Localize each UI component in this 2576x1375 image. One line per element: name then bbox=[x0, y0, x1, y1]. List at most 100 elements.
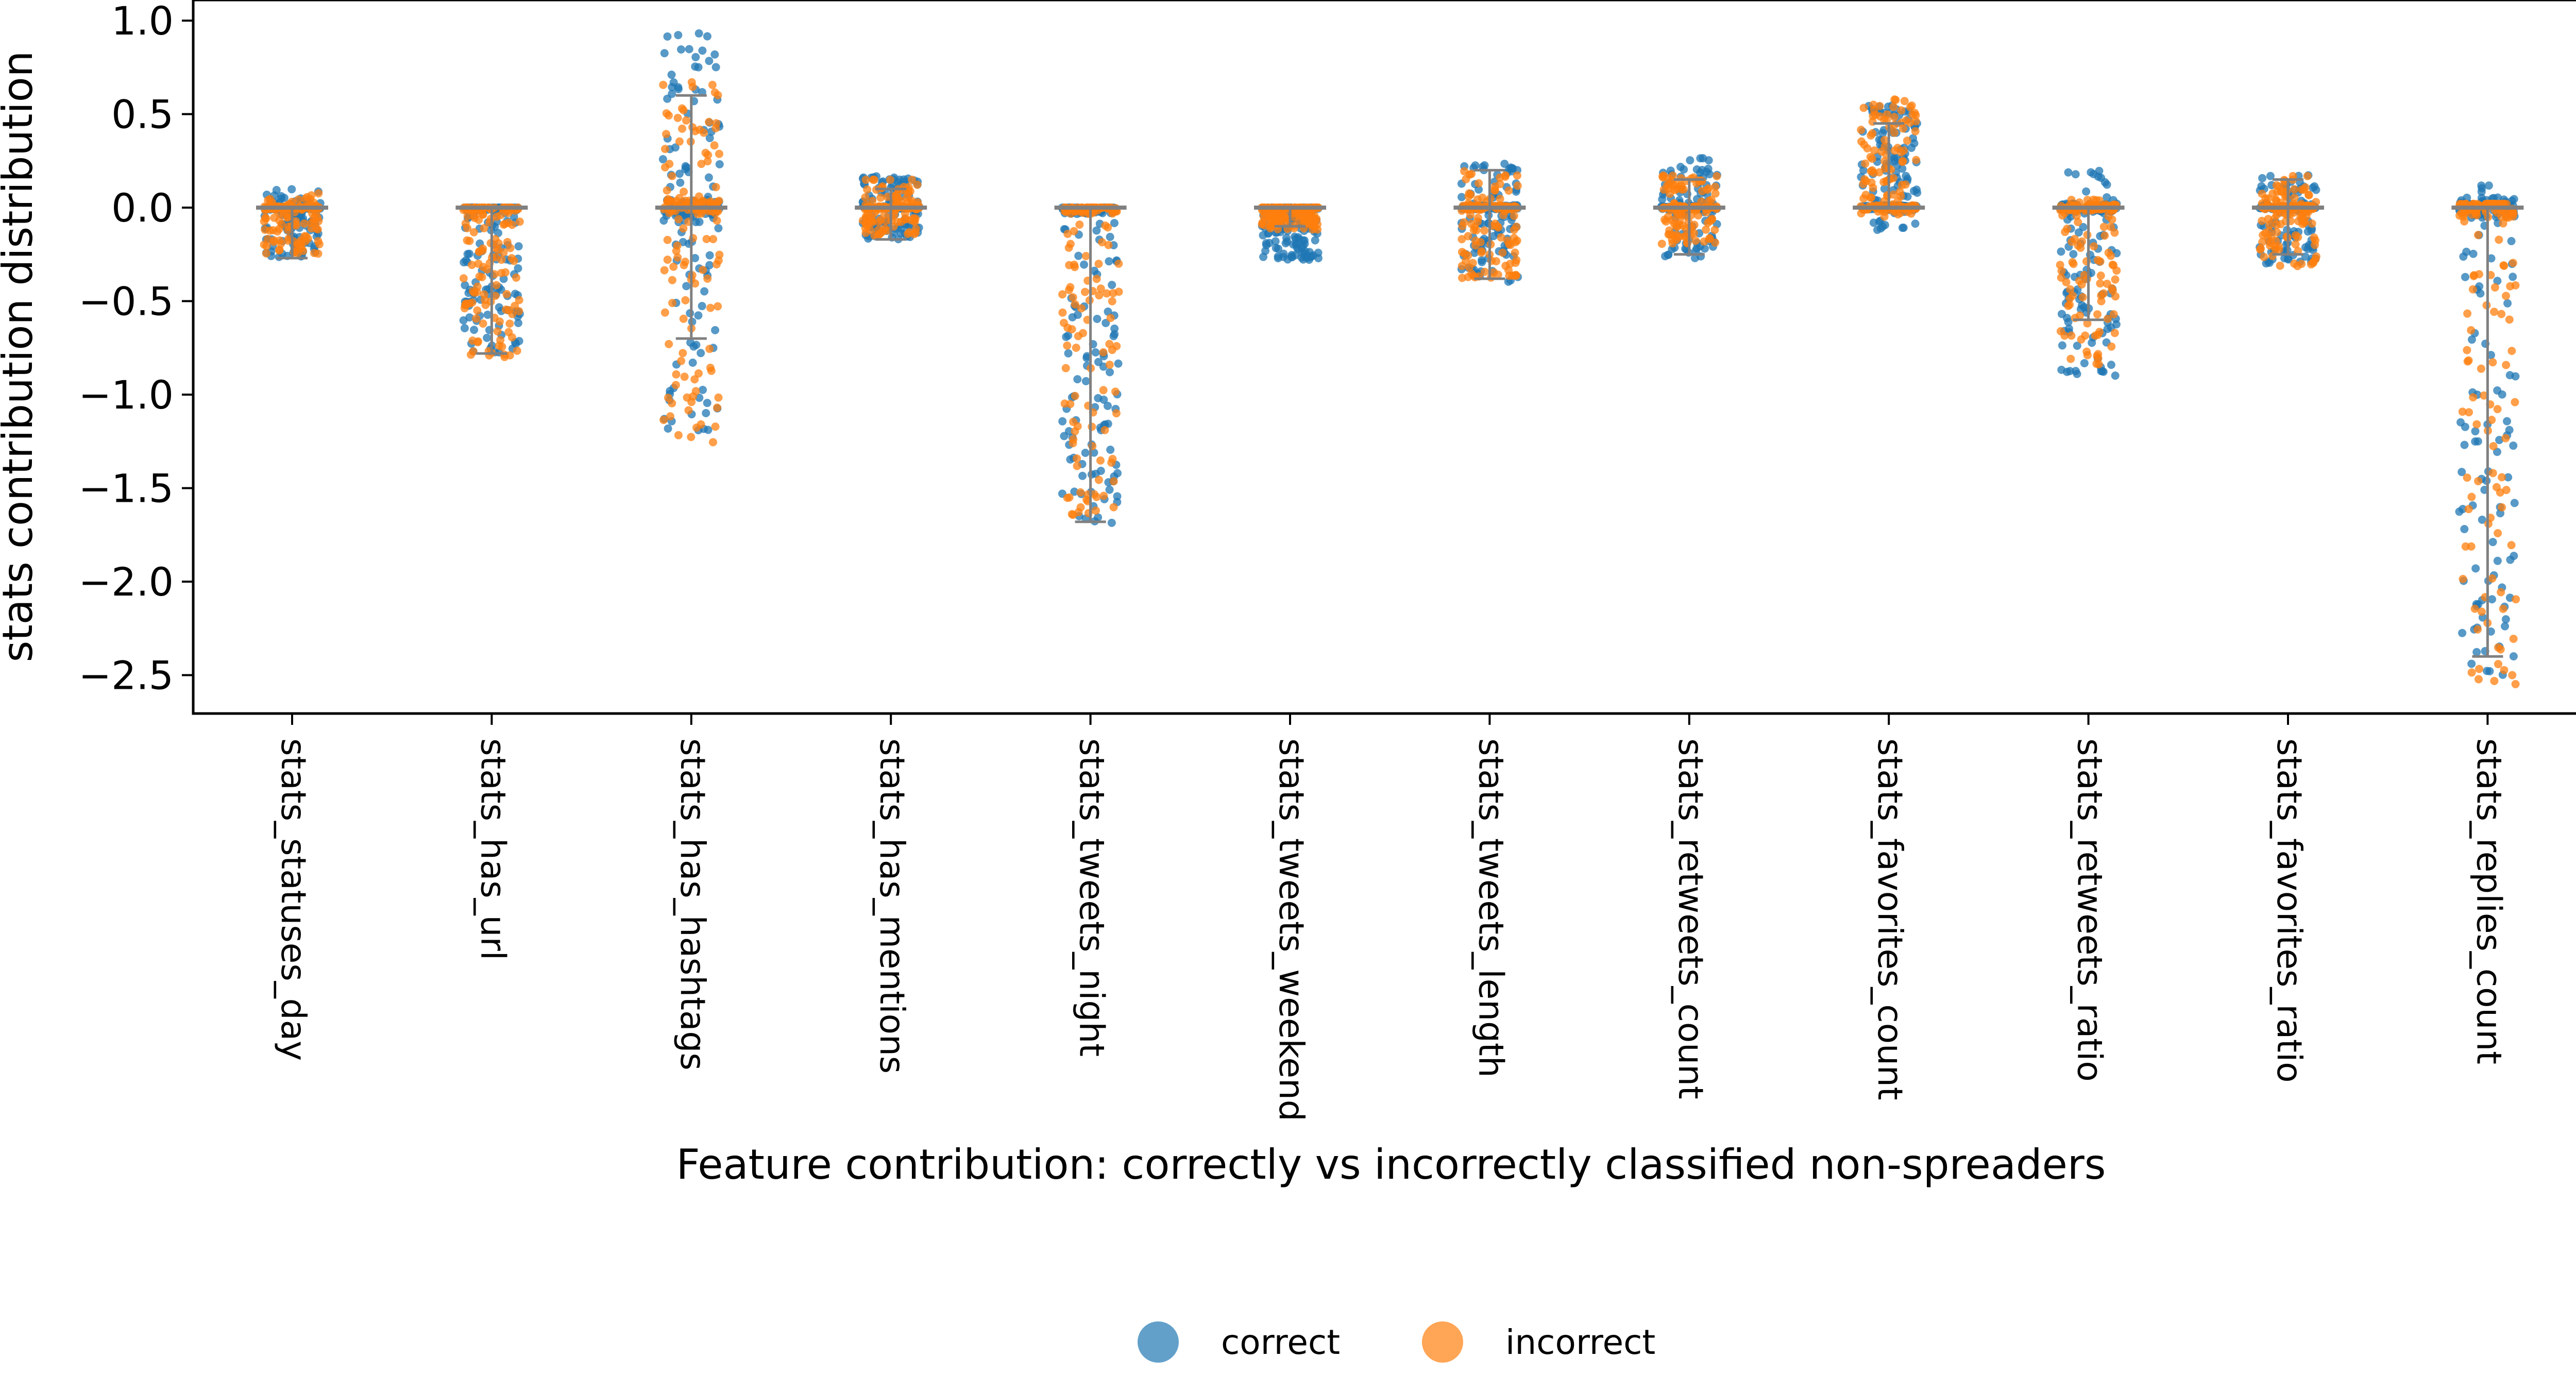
point-incorrect bbox=[1096, 284, 1105, 293]
point-incorrect bbox=[706, 197, 715, 206]
point-incorrect bbox=[1513, 181, 1522, 190]
point-incorrect bbox=[1498, 248, 1507, 257]
point-correct bbox=[1081, 448, 1090, 457]
point-correct bbox=[705, 251, 714, 260]
point-correct bbox=[676, 178, 685, 187]
point-correct bbox=[1091, 348, 1100, 357]
point-incorrect bbox=[2488, 574, 2497, 583]
point-incorrect bbox=[1473, 217, 1482, 226]
point-correct bbox=[2082, 187, 2091, 196]
point-incorrect bbox=[708, 80, 717, 89]
point-incorrect bbox=[1106, 314, 1115, 322]
x-tick-label: stats_tweets_night bbox=[1072, 738, 1112, 1057]
point-correct bbox=[465, 313, 474, 322]
point-incorrect bbox=[2297, 260, 2306, 268]
point-correct bbox=[460, 324, 469, 332]
point-incorrect bbox=[307, 218, 316, 227]
point-incorrect bbox=[876, 215, 885, 224]
point-incorrect bbox=[672, 370, 681, 379]
point-incorrect bbox=[907, 196, 916, 205]
point-incorrect bbox=[1071, 427, 1079, 436]
point-correct bbox=[2471, 564, 2480, 573]
point-correct bbox=[698, 385, 707, 394]
y-axis-title: stats contribution distribution bbox=[0, 51, 42, 663]
point-incorrect bbox=[1890, 95, 1899, 104]
point-incorrect bbox=[1690, 229, 1699, 237]
point-incorrect bbox=[515, 296, 523, 304]
point-incorrect bbox=[1067, 510, 1076, 518]
y-tick-label: −2.0 bbox=[78, 559, 174, 605]
point-incorrect bbox=[691, 127, 700, 135]
point-incorrect bbox=[1870, 106, 1878, 114]
point-incorrect bbox=[2511, 398, 2519, 406]
point-incorrect bbox=[1099, 386, 1108, 395]
point-incorrect bbox=[1094, 260, 1103, 268]
point-correct bbox=[2503, 417, 2512, 426]
point-correct bbox=[280, 194, 289, 202]
point-incorrect bbox=[513, 346, 521, 355]
point-correct bbox=[1500, 159, 1509, 168]
point-incorrect bbox=[2308, 219, 2316, 228]
point-incorrect bbox=[1081, 252, 1090, 261]
point-incorrect bbox=[2057, 266, 2066, 275]
point-incorrect bbox=[2467, 326, 2476, 334]
point-correct bbox=[2063, 314, 2072, 322]
point-incorrect bbox=[665, 196, 673, 205]
x-tick-label: stats_has_mentions bbox=[872, 738, 912, 1074]
point-incorrect bbox=[1477, 247, 1486, 256]
point-incorrect bbox=[1109, 503, 1118, 512]
point-incorrect bbox=[1458, 235, 1466, 244]
point-incorrect bbox=[703, 157, 712, 165]
point-incorrect bbox=[1066, 283, 1075, 292]
point-incorrect bbox=[2494, 529, 2502, 537]
point-correct bbox=[663, 94, 672, 103]
point-incorrect bbox=[680, 372, 689, 381]
point-incorrect bbox=[711, 209, 720, 218]
point-incorrect bbox=[1700, 237, 1708, 246]
point-correct bbox=[1314, 254, 1323, 263]
point-incorrect bbox=[497, 268, 506, 277]
point-incorrect bbox=[2273, 228, 2281, 236]
point-incorrect bbox=[1870, 146, 1878, 155]
point-correct bbox=[2501, 622, 2510, 631]
point-incorrect bbox=[679, 314, 688, 323]
y-tick-label: −1.5 bbox=[78, 466, 174, 512]
point-incorrect bbox=[861, 175, 870, 184]
point-correct bbox=[2460, 524, 2469, 533]
point-incorrect bbox=[1080, 287, 1089, 296]
point-incorrect bbox=[1900, 97, 1909, 106]
point-correct bbox=[704, 426, 713, 434]
point-correct bbox=[2456, 418, 2465, 427]
point-incorrect bbox=[2294, 233, 2302, 242]
point-correct bbox=[694, 29, 703, 38]
point-correct bbox=[2511, 372, 2520, 381]
point-incorrect bbox=[314, 189, 323, 198]
point-incorrect bbox=[2506, 282, 2515, 291]
point-incorrect bbox=[2083, 351, 2092, 360]
point-incorrect bbox=[2080, 270, 2089, 279]
point-incorrect bbox=[2463, 346, 2471, 354]
point-correct bbox=[1090, 448, 1098, 457]
point-correct bbox=[2058, 341, 2066, 350]
point-incorrect bbox=[679, 106, 688, 114]
point-incorrect bbox=[1665, 226, 1674, 235]
point-correct bbox=[1898, 224, 1907, 232]
point-incorrect bbox=[266, 195, 275, 203]
point-correct bbox=[1104, 419, 1112, 428]
point-incorrect bbox=[2298, 210, 2307, 219]
point-correct bbox=[2507, 237, 2516, 246]
point-incorrect bbox=[1475, 179, 1483, 188]
point-incorrect bbox=[2109, 261, 2118, 269]
point-incorrect bbox=[666, 412, 674, 421]
point-correct bbox=[1110, 330, 1119, 338]
point-correct bbox=[671, 143, 680, 152]
point-correct bbox=[1113, 469, 1122, 478]
point-incorrect bbox=[1289, 209, 1298, 218]
point-incorrect bbox=[680, 188, 688, 196]
point-incorrect bbox=[2092, 196, 2100, 205]
y-tick-label: 0.5 bbox=[111, 92, 174, 138]
point-correct bbox=[2487, 254, 2496, 263]
point-incorrect bbox=[697, 160, 706, 168]
point-incorrect bbox=[711, 183, 720, 192]
point-incorrect bbox=[2490, 283, 2499, 292]
